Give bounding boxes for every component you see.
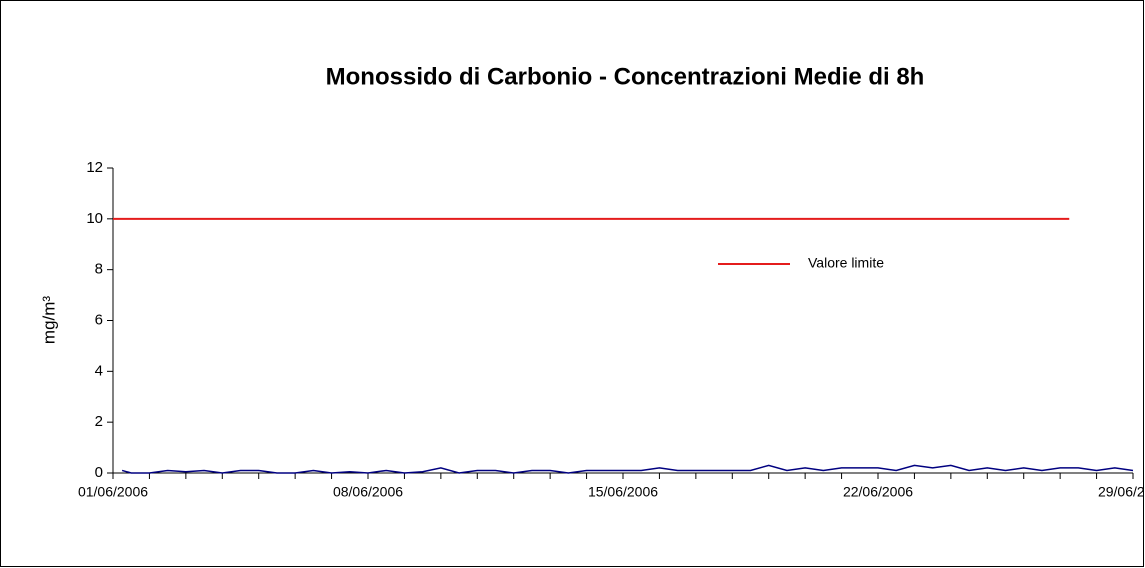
- y-tick-label: 12: [86, 159, 103, 176]
- x-tick-label: 15/06/2006: [588, 484, 658, 500]
- y-tick-label: 6: [95, 311, 103, 328]
- y-tick-label: 2: [95, 413, 103, 430]
- legend-label: Valore limite: [808, 255, 884, 271]
- x-tick-label: 29/06/2006: [1098, 484, 1145, 500]
- data-line: [121, 464, 1134, 474]
- y-axis-label: mg/m³: [39, 296, 58, 345]
- x-tick-label: 01/06/2006: [78, 484, 148, 500]
- chart-title: Monossido di Carbonio - Concentrazioni M…: [326, 63, 925, 90]
- x-tick-label: 08/06/2006: [333, 484, 403, 500]
- y-tick-label: 10: [86, 210, 103, 227]
- x-tick-label: 22/06/2006: [843, 484, 913, 500]
- y-tick-label: 0: [95, 464, 103, 481]
- y-tick-label: 8: [95, 261, 103, 278]
- y-tick-label: 4: [95, 362, 103, 379]
